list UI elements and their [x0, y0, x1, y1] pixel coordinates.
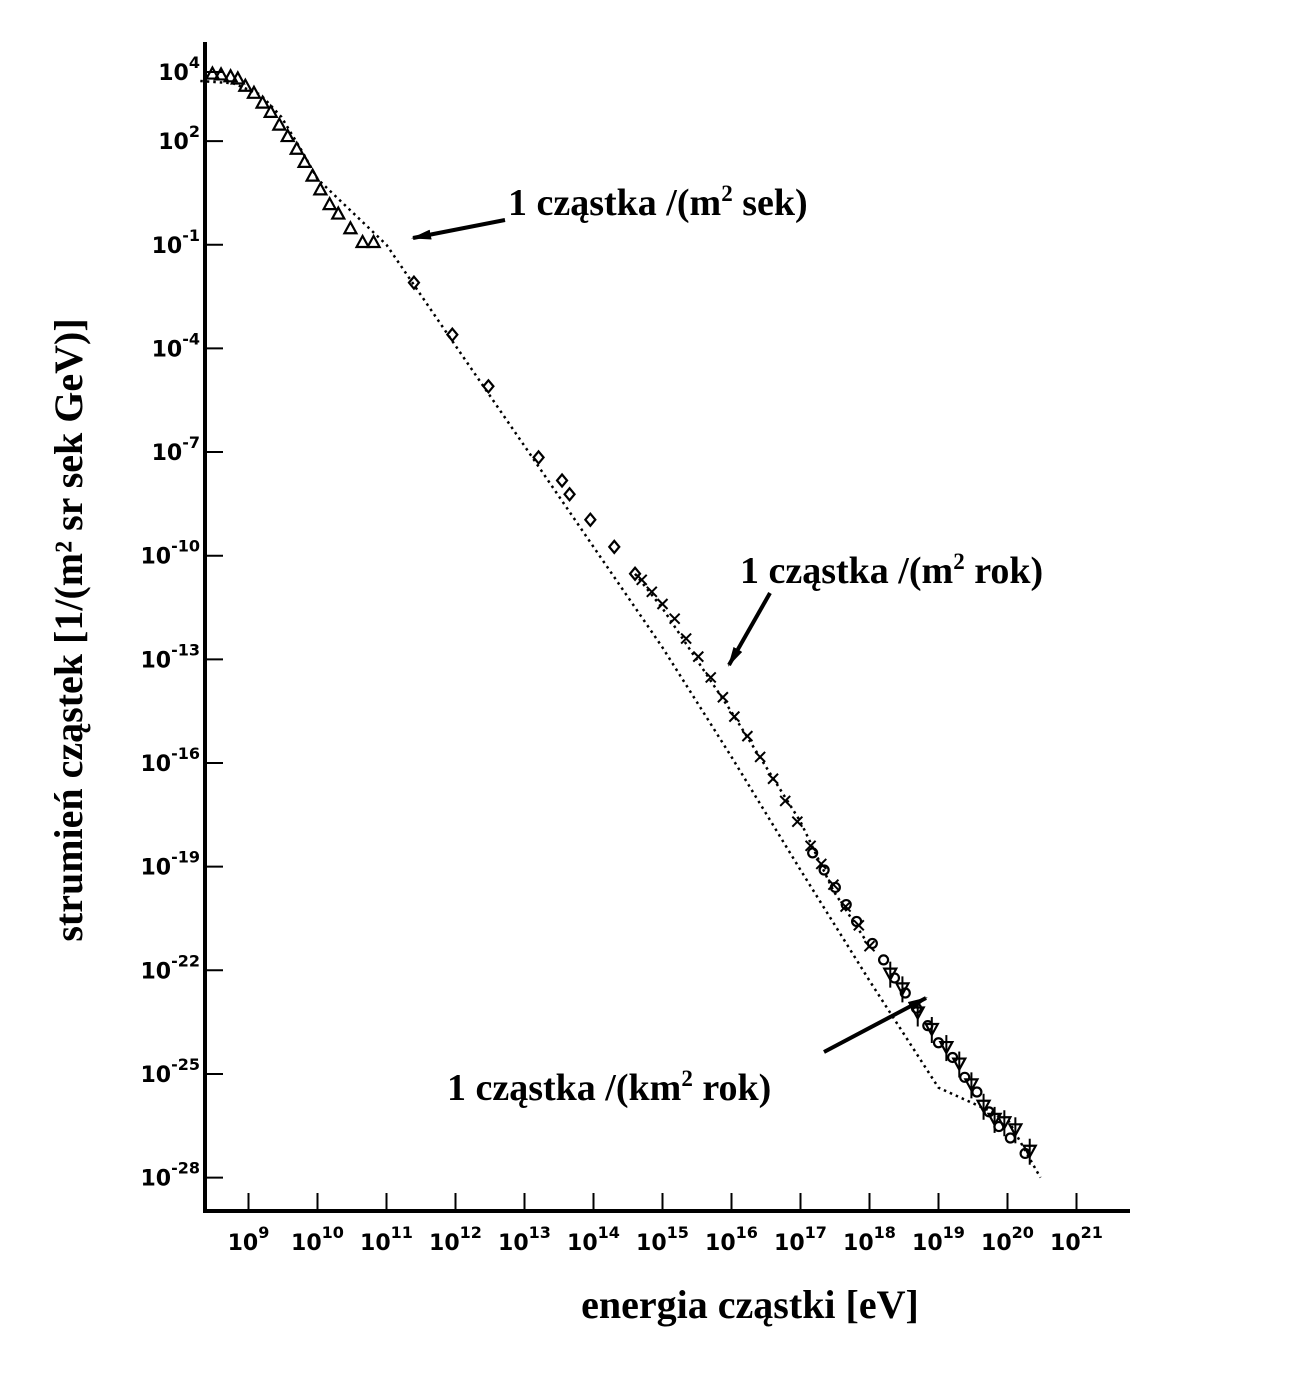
- data-point-triangle: [312, 181, 329, 196]
- x-tick-label: 1010: [291, 1223, 344, 1256]
- x-tick-label: 1015: [636, 1223, 689, 1256]
- data-point-diamond: [607, 539, 621, 555]
- data-point-cross: [717, 691, 729, 703]
- data-points: [204, 65, 1038, 1165]
- annotation-per-km2-year: 1 cząstka /(km2 rok): [447, 996, 928, 1109]
- annotation-label: 1 cząstka /(m2 sek): [508, 181, 808, 224]
- data-point-triangle: [204, 65, 221, 80]
- y-tick-label: 10-25: [140, 1055, 200, 1088]
- x-tick-label: 1012: [429, 1223, 482, 1256]
- y-tick-label: 10-10: [140, 537, 200, 570]
- data-point-cross: [741, 730, 754, 742]
- data-point-cross: [791, 815, 804, 828]
- y-tick-label: 10-1: [152, 226, 200, 259]
- y-tick-label: 10-4: [152, 329, 200, 362]
- data-point-cross: [779, 795, 791, 807]
- y-tick-label: 10-7: [152, 433, 200, 466]
- data-point-cross: [636, 574, 648, 586]
- data-point-cross: [680, 632, 692, 645]
- y-tick-label: 10-16: [140, 744, 200, 777]
- data-point-cross: [646, 586, 658, 598]
- data-point-triangle: [222, 68, 239, 83]
- y-axis-title: strumień cząstek [1/(m² sr sek GeV)]: [46, 318, 91, 941]
- x-axis-title-group: energia cząstki [eV]: [581, 1282, 919, 1327]
- y-tick-label: 10-13: [140, 640, 200, 673]
- data-point-cross: [656, 598, 669, 610]
- y-ticks: 104 102 10-1 10-4 10-7 10-10 10-13 10-16 10-19 10…: [140, 53, 223, 1192]
- data-point-cross: [692, 650, 704, 663]
- x-tick-label: 1011: [360, 1223, 413, 1256]
- data-point-triangle: [229, 70, 246, 85]
- data-point-triangle: [279, 127, 296, 143]
- data-point-diamond: [583, 512, 597, 528]
- y-tick-label: 10-19: [140, 848, 200, 881]
- data-point-triangle: [237, 77, 254, 92]
- data-point-triangle: [321, 195, 338, 211]
- x-tick-label: 1018: [843, 1223, 896, 1256]
- annotation-arrow: [411, 218, 506, 240]
- data-point-triangle: [304, 167, 321, 182]
- data-point-diamond: [628, 566, 642, 582]
- x-tick-label: 1021: [1050, 1223, 1103, 1256]
- data-point-triangle: [288, 140, 305, 155]
- data-point-diamond: [563, 486, 577, 502]
- data-point-diamond: [481, 378, 495, 395]
- data-point-cross: [705, 671, 717, 684]
- data-point-triangle: [246, 84, 262, 99]
- data-point-triangle: [213, 66, 229, 81]
- x-tick-label: 1017: [774, 1223, 827, 1256]
- axes: [203, 42, 1130, 1213]
- data-point-circle: [818, 864, 830, 876]
- data-point-circle: [850, 915, 863, 928]
- x-tick-label: 1020: [981, 1223, 1034, 1256]
- data-point-diamond: [532, 449, 546, 466]
- data-point-diamond: [407, 274, 421, 291]
- data-point-cross: [815, 858, 827, 870]
- y-tick-label: 102: [158, 122, 200, 155]
- x-tick-label: 1014: [567, 1223, 620, 1256]
- x-axis-title: energia cząstki [eV]: [581, 1282, 919, 1327]
- data-point-circle: [1004, 1132, 1016, 1144]
- data-point-circle: [877, 954, 890, 966]
- y-tick-label: 10-28: [140, 1159, 200, 1192]
- y-tick-label: 10-22: [140, 951, 200, 984]
- annotation-label: 1 cząstka /(km2 rok): [447, 1066, 771, 1109]
- y-tick-label: 104: [158, 53, 200, 86]
- data-point-triangle: [254, 94, 271, 109]
- x-tick-label: 1016: [705, 1223, 758, 1256]
- annotations: 1 cząstka /(m2 sek) 1 cząstka /(m2 rok) …: [411, 181, 1043, 1109]
- data-point-triangle: [296, 153, 313, 169]
- x-tick-label: 1013: [498, 1223, 551, 1256]
- annotation-arrow: [823, 996, 928, 1054]
- data-point-cross: [668, 613, 681, 625]
- data-point-circle: [866, 937, 878, 950]
- fit-line: [634, 573, 871, 947]
- data-point-diamond: [555, 472, 569, 489]
- data-point-circle: [840, 898, 852, 911]
- data-point-circle: [971, 1086, 983, 1098]
- data-point-triangle: [271, 116, 288, 131]
- x-ticks: 109 1010 1011 1012 1013 1014 1015 1016 1017 1018 1…: [228, 1193, 1103, 1256]
- annotation-per-m2-sec: 1 cząstka /(m2 sek): [411, 181, 808, 240]
- x-tick-label: 109: [228, 1223, 270, 1256]
- data-point-circle: [829, 881, 841, 894]
- annotation-arrow: [727, 592, 772, 667]
- x-tick-label: 1019: [912, 1223, 965, 1256]
- data-point-cross: [767, 773, 779, 785]
- data-point-cross: [754, 751, 766, 763]
- data-point-triangle: [354, 233, 371, 249]
- data-point-triangle: [262, 103, 279, 119]
- annotation-per-m2-year: 1 cząstka /(m2 rok): [727, 549, 1043, 667]
- y-axis-title-group: strumień cząstek [1/(m² sr sek GeV)]: [46, 318, 91, 941]
- data-point-circle: [807, 847, 819, 859]
- annotation-label: 1 cząstka /(m2 rok): [740, 549, 1043, 592]
- data-point-diamond: [445, 326, 459, 343]
- data-point-triangle: [342, 219, 359, 235]
- data-point-triangle: [365, 233, 382, 249]
- data-point-triangle: [330, 205, 347, 220]
- data-point-cross: [728, 710, 741, 723]
